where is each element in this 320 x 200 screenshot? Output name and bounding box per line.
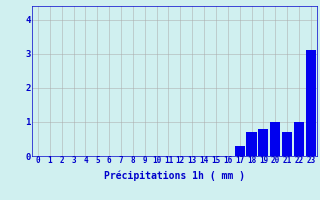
Bar [306, 50, 316, 156]
Bar [282, 132, 292, 156]
Bar [270, 122, 280, 156]
Bar [246, 132, 257, 156]
Bar [294, 122, 304, 156]
Bar [258, 129, 268, 156]
Bar [235, 146, 245, 156]
X-axis label: Précipitations 1h ( mm ): Précipitations 1h ( mm ) [104, 171, 245, 181]
